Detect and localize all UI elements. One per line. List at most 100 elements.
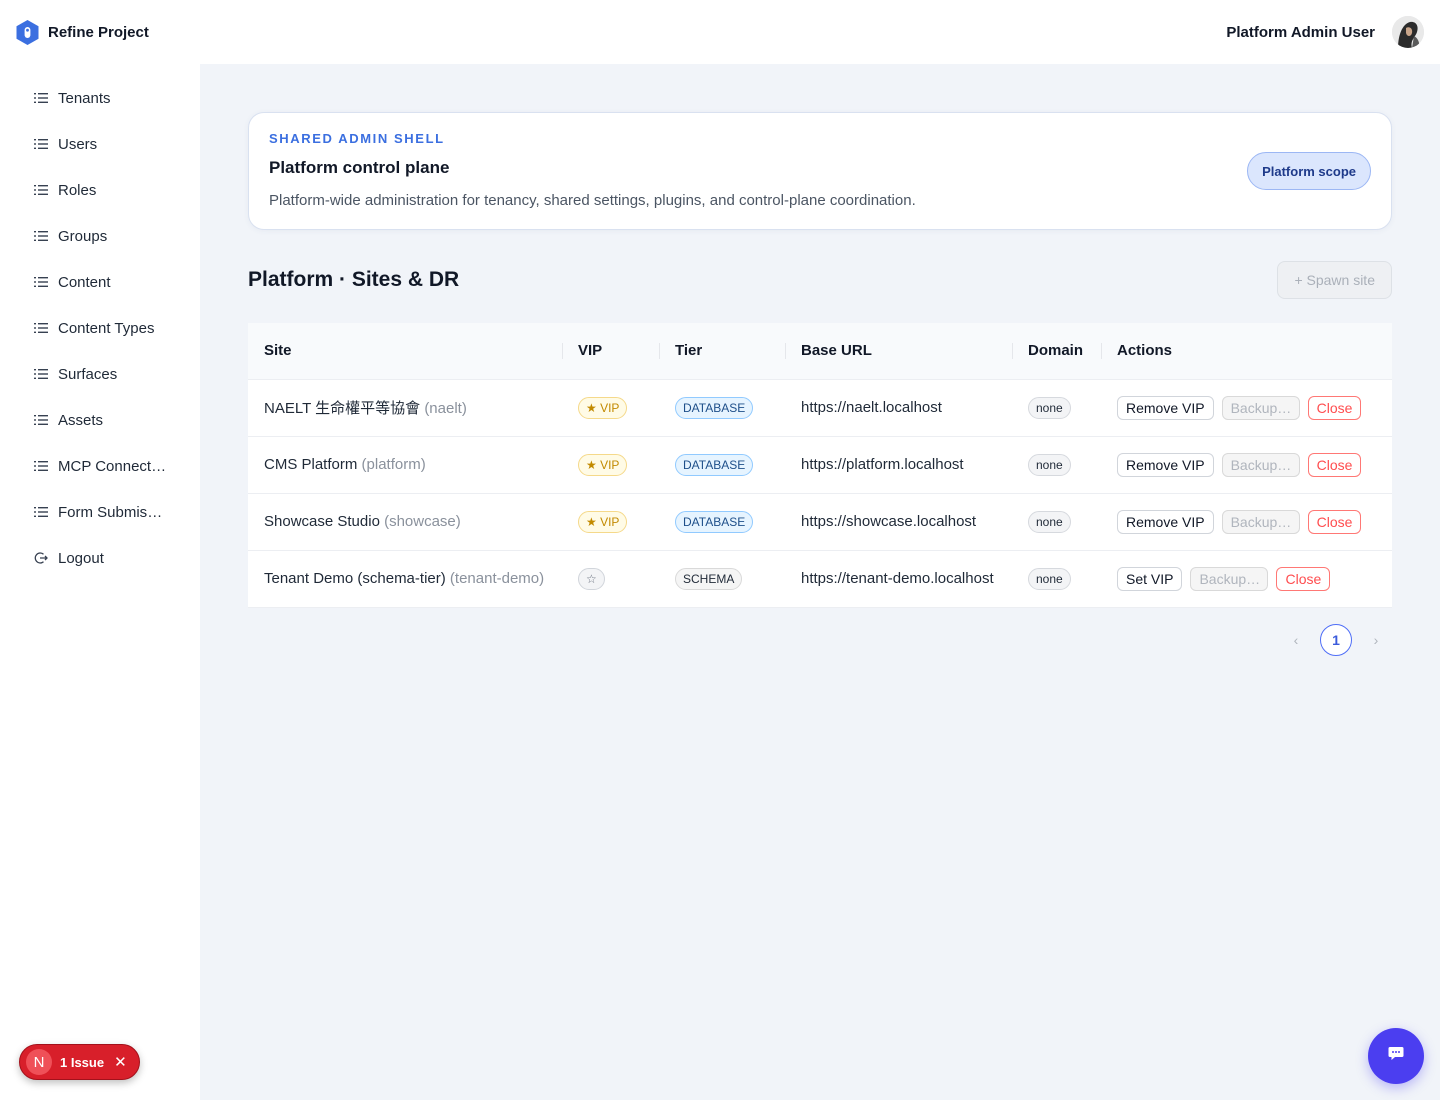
domain-cell: none: [1012, 436, 1101, 493]
sidebar-item-label: Tenants: [58, 89, 111, 107]
page-1-button[interactable]: 1: [1320, 623, 1352, 656]
domain-cell: none: [1012, 493, 1101, 550]
sidebar-item-assets[interactable]: Assets: [0, 397, 200, 443]
scope-banner: SHARED ADMIN SHELL Platform control plan…: [248, 112, 1392, 230]
chat-button[interactable]: [1368, 1028, 1424, 1084]
site-cell: NAELT 生命權平等協會 (naelt): [248, 379, 562, 436]
issues-badge[interactable]: N 1 Issue ✕: [19, 1044, 140, 1080]
site-name: CMS Platform: [264, 456, 358, 473]
tier-cell: DATABASE: [659, 493, 785, 550]
sidebar-item-form-submissi[interactable]: Form Submissi…: [0, 489, 200, 535]
user-name: Platform Admin User: [1226, 23, 1375, 41]
remove-vip-button[interactable]: Remove VIP: [1117, 395, 1214, 420]
tier-cell: DATABASE: [659, 379, 785, 436]
pagination: ‹ 1 ›: [248, 623, 1392, 656]
column-header-site[interactable]: Site: [264, 342, 292, 360]
base-url-cell: https://tenant-demo.localhost: [801, 570, 994, 587]
domain-cell: none: [1012, 550, 1101, 607]
tier-tag: DATABASE: [675, 396, 754, 419]
site-cell: Showcase Studio (showcase): [248, 493, 562, 550]
backup-button[interactable]: Backup…: [1190, 566, 1269, 591]
chat-bubble-icon: [1388, 1046, 1404, 1066]
table-header-row: Site VIP Tier Base URL Domain Actions: [248, 323, 1392, 379]
list-icon: [34, 505, 48, 519]
banner-description: Platform-wide administration for tenancy…: [269, 192, 916, 209]
sidebar-item-label: MCP Connections: [58, 457, 168, 475]
sidebar-item-groups[interactable]: Groups: [0, 213, 200, 259]
column-header-base-url[interactable]: Base URL: [785, 323, 1012, 379]
close-site-button[interactable]: Close: [1307, 452, 1362, 477]
site-slug: (tenant-demo): [449, 570, 545, 587]
table-row: Tenant Demo (schema-tier) (tenant-demo) ☆…: [248, 550, 1392, 607]
domain-tag: none: [1028, 396, 1071, 419]
remove-vip-button[interactable]: Remove VIP: [1117, 509, 1214, 534]
logout-icon: [34, 551, 48, 565]
issue-count[interactable]: 1 Issue: [60, 1054, 105, 1070]
column-header-vip[interactable]: VIP: [562, 323, 659, 379]
column-header-domain[interactable]: Domain: [1012, 323, 1101, 379]
column-header-tier[interactable]: Tier: [659, 323, 785, 379]
brand-name: Refine Project: [48, 23, 149, 41]
previous-page-button[interactable]: ‹: [1293, 631, 1299, 648]
site-cell: Tenant Demo (schema-tier) (tenant-demo): [248, 550, 562, 607]
remove-vip-button[interactable]: Remove VIP: [1117, 452, 1214, 477]
next-page-button[interactable]: ›: [1373, 631, 1379, 648]
close-site-button[interactable]: Close: [1276, 566, 1331, 591]
list-icon: [34, 275, 48, 289]
sidebar-item-label: Roles: [58, 181, 97, 199]
site-slug: (naelt): [424, 400, 467, 417]
app-header: Refine Project Platform Admin User: [0, 0, 1440, 64]
backup-button[interactable]: Backup…: [1221, 395, 1300, 420]
tier-tag: SCHEMA: [675, 567, 743, 590]
list-icon: [34, 367, 48, 381]
base-url-cell: https://naelt.localhost: [801, 399, 942, 416]
sidebar-item-users[interactable]: Users: [0, 121, 200, 167]
sidebar-item-content-types[interactable]: Content Types: [0, 305, 200, 351]
sidebar-item-surfaces[interactable]: Surfaces: [0, 351, 200, 397]
column-header-actions[interactable]: Actions: [1101, 323, 1392, 379]
sidebar-item-logout[interactable]: Logout: [0, 535, 200, 581]
sidebar-nav: Tenants Users Roles Groups Content Content Ty…: [0, 64, 200, 581]
brand[interactable]: Refine Project: [16, 19, 149, 45]
user-menu[interactable]: Platform Admin User: [1226, 16, 1424, 48]
sidebar-item-label: Content Types: [58, 319, 155, 337]
banner-title: Platform control plane: [269, 158, 450, 177]
close-icon[interactable]: ✕: [114, 1054, 127, 1071]
sidebar-item-content[interactable]: Content: [0, 259, 200, 305]
refine-logo-icon: [16, 19, 39, 45]
actions-cell: Set VIP Backup… Close: [1101, 550, 1392, 607]
list-icon: [34, 137, 48, 151]
vip-tag: ★ VIP: [578, 453, 628, 476]
tier-tag: DATABASE: [675, 453, 754, 476]
sidebar-item-label: Assets: [58, 411, 104, 429]
actions-cell: Remove VIP Backup… Close: [1101, 493, 1392, 550]
sites-table: Site VIP Tier Base URL Domain Actions NA…: [248, 323, 1392, 608]
base-url-cell: https://platform.localhost: [801, 456, 964, 473]
close-site-button[interactable]: Close: [1307, 509, 1362, 534]
sidebar-item-label: Users: [58, 135, 98, 153]
list-icon: [34, 183, 48, 197]
set-vip-button[interactable]: Set VIP: [1117, 566, 1183, 591]
platform-scope-button[interactable]: Platform scope: [1247, 152, 1371, 190]
tier-cell: DATABASE: [659, 436, 785, 493]
sidebar-item-label: Logout: [58, 549, 104, 567]
sidebar-item-tenants[interactable]: Tenants: [0, 75, 200, 121]
table-row: CMS Platform (platform) ★ VIP DATABASE http…: [248, 436, 1392, 493]
vip-tag: ★ VIP: [578, 510, 628, 533]
site-slug: (showcase): [384, 513, 461, 530]
main-content: SHARED ADMIN SHELL Platform control plan…: [200, 64, 1440, 1100]
vip-cell: ☆: [562, 550, 659, 607]
base-url-cell: https://showcase.localhost: [801, 513, 977, 530]
banner-eyebrow: SHARED ADMIN SHELL: [269, 131, 445, 146]
page-title: Platform · Sites & DR: [248, 268, 460, 291]
backup-button[interactable]: Backup…: [1221, 509, 1300, 534]
spawn-site-button[interactable]: + Spawn site: [1277, 261, 1392, 299]
avatar[interactable]: [1392, 16, 1424, 48]
sidebar-item-roles[interactable]: Roles: [0, 167, 200, 213]
sidebar-item-mcp-connections[interactable]: MCP Connections: [0, 443, 200, 489]
close-site-button[interactable]: Close: [1307, 395, 1362, 420]
list-icon: [34, 229, 48, 243]
list-icon: [34, 321, 48, 335]
backup-button[interactable]: Backup…: [1221, 452, 1300, 477]
next-logo-icon: N: [26, 1049, 52, 1075]
